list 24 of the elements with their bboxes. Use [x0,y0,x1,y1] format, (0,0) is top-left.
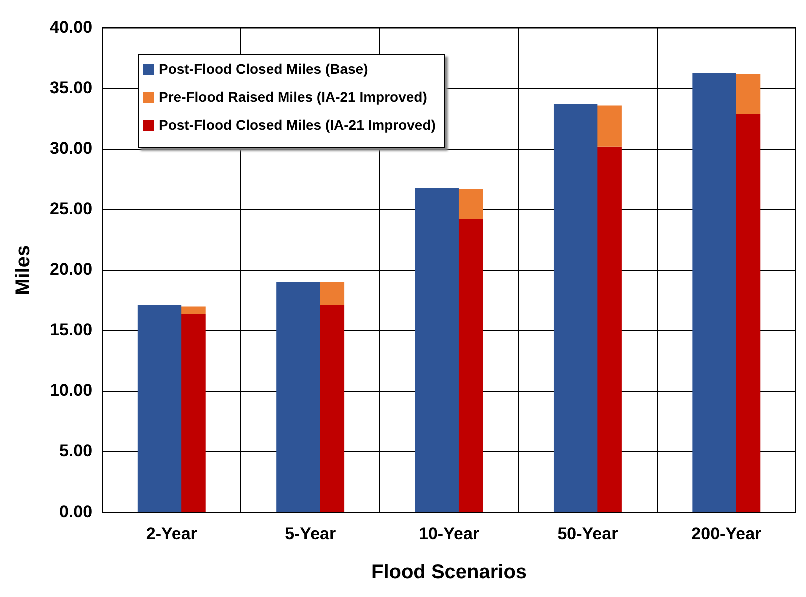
bar [692,73,736,512]
bar [554,104,598,512]
y-tick-label: 5.00 [59,442,93,461]
bar [415,188,459,512]
y-axis-title: Miles [12,245,35,296]
x-tick-label: 50-Year [558,524,619,544]
y-tick-label: 40.00 [50,18,93,37]
legend-label: Pre-Flood Raised Miles (IA-21 Improved) [159,89,428,105]
y-tick-label: 15.00 [50,320,93,340]
x-tick-label: 200-Year [692,524,762,544]
x-tick-label: 10-Year [419,524,480,544]
bar [138,306,182,512]
x-axis-title: Flood Scenarios [371,562,528,584]
legend-label: Post-Flood Closed Miles (IA-21 Improved) [159,117,436,133]
y-tick-label: 30.00 [50,138,93,158]
y-tick-label: 25.00 [50,200,93,219]
x-tick-label: 2-Year [146,524,198,544]
x-tick-label: 5-Year [285,524,336,544]
legend-label: Post-Flood Closed Miles (Base) [159,61,368,77]
y-tick-label: 0.00 [59,502,93,522]
y-tick-label: 20.00 [50,260,93,280]
y-tick-label: 35.00 [50,78,93,98]
bar [276,282,320,512]
y-tick-label: 10.00 [50,381,93,400]
